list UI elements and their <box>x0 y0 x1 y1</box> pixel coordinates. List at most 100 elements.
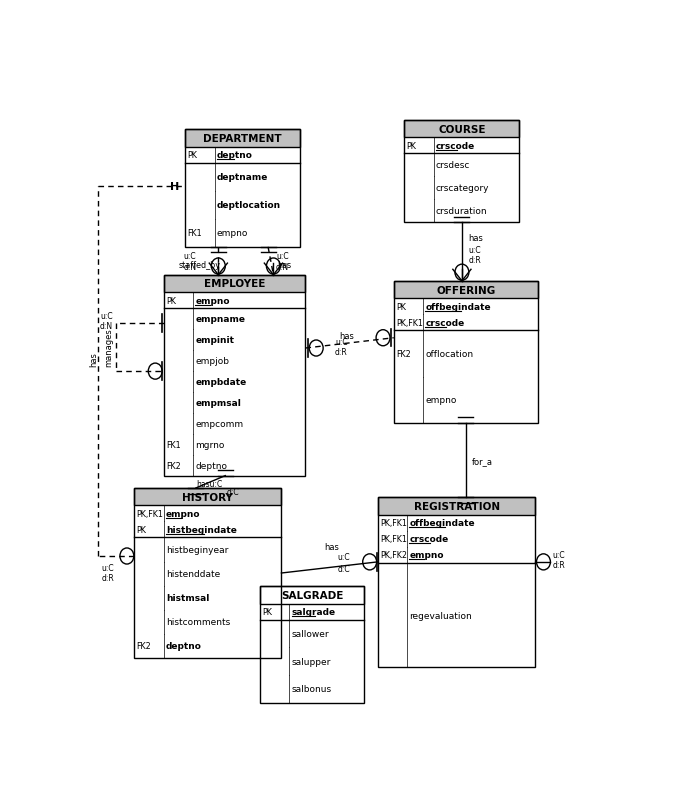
Bar <box>164 275 306 476</box>
Text: deptlocation: deptlocation <box>217 201 281 210</box>
Bar <box>135 522 282 538</box>
Text: salupper: salupper <box>292 657 331 666</box>
Text: u:C: u:C <box>335 338 348 347</box>
Bar <box>135 488 282 658</box>
Text: for_a: for_a <box>473 456 493 465</box>
Text: PK: PK <box>187 151 197 160</box>
Text: histmsal: histmsal <box>166 593 209 602</box>
Text: sallower: sallower <box>292 630 329 638</box>
Text: hasu:C: hasu:C <box>196 479 222 488</box>
Text: COURSE: COURSE <box>438 124 486 135</box>
Text: PK,FK1: PK,FK1 <box>396 318 423 327</box>
Text: PK,FK2: PK,FK2 <box>380 551 407 560</box>
Text: PK: PK <box>166 296 176 305</box>
Text: d:C: d:C <box>337 564 351 573</box>
Text: mgrno: mgrno <box>195 440 225 449</box>
Text: EMPLOYEE: EMPLOYEE <box>204 279 266 289</box>
Text: PK: PK <box>396 302 406 311</box>
Bar <box>377 531 535 547</box>
Text: deptno: deptno <box>166 642 201 650</box>
Text: regevaluation: regevaluation <box>409 611 472 620</box>
Bar <box>394 315 538 331</box>
Text: salbonus: salbonus <box>292 684 332 694</box>
Bar <box>394 282 538 299</box>
Text: crscode: crscode <box>436 142 475 151</box>
Text: deptno: deptno <box>195 461 227 470</box>
Text: crsdesc: crsdesc <box>436 161 471 170</box>
Bar <box>404 138 520 154</box>
Text: OFFERING: OFFERING <box>436 286 495 295</box>
Bar <box>135 506 282 522</box>
Text: staffed_by: staffed_by <box>178 261 220 269</box>
Text: u:C: u:C <box>101 563 114 572</box>
Text: u:C: u:C <box>553 550 565 559</box>
Bar <box>260 586 364 604</box>
Text: empno: empno <box>425 396 457 405</box>
Text: empno: empno <box>195 296 230 305</box>
Text: d:R: d:R <box>335 348 348 357</box>
Text: offlocation: offlocation <box>425 350 473 358</box>
Text: PK: PK <box>406 142 417 151</box>
Text: FK1: FK1 <box>166 440 181 449</box>
Bar <box>185 148 300 164</box>
Text: empjob: empjob <box>195 356 229 366</box>
Text: has: has <box>324 542 339 551</box>
Text: offbegindate: offbegindate <box>425 302 491 311</box>
Bar <box>185 130 300 248</box>
Text: empcomm: empcomm <box>195 419 244 428</box>
Text: offbegindate: offbegindate <box>409 518 475 528</box>
Text: PK: PK <box>262 607 272 617</box>
Text: crsduration: crsduration <box>436 207 488 216</box>
Text: PK,FK1: PK,FK1 <box>380 534 406 544</box>
Text: deptno: deptno <box>217 151 253 160</box>
Text: has: has <box>277 261 292 269</box>
Text: has: has <box>90 351 99 367</box>
Text: FK2: FK2 <box>166 461 181 470</box>
Text: DEPARTMENT: DEPARTMENT <box>204 134 282 144</box>
Text: d:C: d:C <box>226 488 239 496</box>
Text: d:R: d:R <box>469 256 481 265</box>
Text: H: H <box>170 181 179 192</box>
Text: FK1: FK1 <box>187 229 202 238</box>
Bar <box>377 497 535 667</box>
Text: d:N: d:N <box>276 263 289 272</box>
Text: has: has <box>469 234 483 243</box>
Text: has: has <box>339 331 354 341</box>
Bar <box>377 515 535 531</box>
Bar <box>164 275 306 293</box>
Text: u:C: u:C <box>337 553 351 561</box>
Text: empinit: empinit <box>195 335 235 345</box>
Bar <box>394 299 538 315</box>
Text: d:N: d:N <box>184 263 197 272</box>
Bar <box>404 121 520 223</box>
Text: PK: PK <box>137 525 146 534</box>
Text: FK2: FK2 <box>137 642 151 650</box>
Text: histenddate: histenddate <box>166 569 220 578</box>
Text: histcomments: histcomments <box>166 618 230 626</box>
Text: empbdate: empbdate <box>195 378 246 387</box>
Bar <box>404 121 520 138</box>
Text: REGISTRATION: REGISTRATION <box>413 501 500 512</box>
Bar <box>185 130 300 148</box>
Text: u:C: u:C <box>184 252 196 261</box>
Text: u:C: u:C <box>469 245 481 254</box>
Bar <box>164 293 306 309</box>
Text: crscode: crscode <box>409 534 448 544</box>
Text: histbeginyear: histbeginyear <box>166 545 228 554</box>
Text: SALGRADE: SALGRADE <box>281 590 344 600</box>
Text: deptname: deptname <box>217 173 268 182</box>
Text: u:C: u:C <box>100 312 113 321</box>
Bar <box>377 497 535 515</box>
Text: empno: empno <box>217 229 248 238</box>
Text: u:C: u:C <box>276 252 288 261</box>
Text: empno: empno <box>409 551 444 560</box>
Text: crscategory: crscategory <box>436 184 489 193</box>
Text: d:R: d:R <box>553 561 565 569</box>
Text: empno: empno <box>166 509 200 518</box>
Text: histbegindate: histbegindate <box>166 525 237 534</box>
Text: empname: empname <box>195 314 246 324</box>
Text: manages: manages <box>104 328 113 367</box>
Text: PK,FK1: PK,FK1 <box>137 509 164 518</box>
Text: FK2: FK2 <box>396 350 411 358</box>
Text: empmsal: empmsal <box>195 399 242 407</box>
